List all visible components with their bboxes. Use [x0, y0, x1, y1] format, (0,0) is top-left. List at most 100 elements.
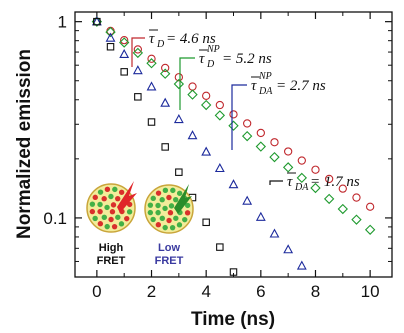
particle-dot	[150, 195, 156, 202]
x-tick-label: 4	[201, 282, 210, 301]
annotation-tau-d-np-sup: NP	[206, 44, 220, 55]
particle-dot	[92, 215, 98, 222]
data-point	[364, 224, 376, 235]
particle-dot	[155, 209, 161, 216]
particle-dot	[109, 209, 116, 215]
particle-dot	[97, 189, 104, 195]
data-point	[160, 97, 171, 107]
annotation-tau-d: τ D = 4.6 ns	[149, 29, 216, 50]
leader-tau-d	[131, 37, 145, 67]
particle-dot	[101, 214, 107, 221]
particle-dot	[126, 209, 133, 215]
particle-dot	[169, 224, 176, 231]
particle-dot	[150, 216, 156, 223]
annotation-tau-da-np-sup: NP	[258, 71, 272, 82]
particle-dot	[97, 221, 104, 227]
data-point	[229, 268, 238, 276]
data-point	[255, 211, 266, 221]
particle-dot	[147, 202, 154, 208]
data-point	[297, 156, 306, 165]
particle-dot	[97, 208, 103, 215]
data-point	[256, 128, 265, 138]
data-point	[120, 35, 129, 45]
particle-dot	[176, 222, 183, 228]
particle-dot	[101, 196, 107, 202]
high-fret-excitation-arrow-icon	[117, 181, 137, 213]
inset-high-label-1: High	[99, 242, 124, 254]
annotation-tau-d-np: τ D NP = 5.2 ns	[199, 44, 272, 70]
particle-dot	[170, 187, 176, 194]
particle-dot	[89, 201, 96, 207]
annotation-tau-da-np-text: = 2.7 ns	[276, 78, 326, 94]
data-point	[323, 193, 335, 205]
annotation-tau-d-np-sub: D	[206, 59, 215, 70]
data-point	[106, 43, 115, 51]
data-point	[270, 138, 279, 147]
data-point	[228, 179, 239, 189]
data-point	[161, 63, 170, 73]
axis-ticks	[75, 12, 392, 277]
data-point	[173, 78, 185, 90]
data-point	[161, 143, 169, 151]
inset-nanoparticles: High FRET Low FRET	[86, 181, 194, 267]
data-point	[311, 165, 320, 174]
inset-high-label-2: FRET	[97, 255, 126, 267]
annotation-tau-da-sub: DA	[294, 182, 309, 193]
particle-dot	[155, 190, 162, 196]
data-point	[160, 68, 171, 79]
data-point	[201, 146, 212, 156]
data-point	[214, 110, 226, 121]
particle-dot	[115, 195, 121, 202]
data-point	[120, 68, 128, 76]
data-point	[255, 141, 267, 152]
particle-dot	[110, 202, 117, 208]
annotation-tau-da-np-symbol: τ	[251, 78, 257, 94]
particle-dot	[118, 189, 125, 195]
particle-dot	[184, 202, 191, 209]
data-point	[119, 48, 130, 59]
particle-dot	[104, 223, 110, 230]
x-tick-label: 6	[256, 282, 265, 301]
particle-dot	[104, 204, 110, 211]
particle-dot	[124, 215, 130, 222]
data-point	[202, 91, 211, 100]
particle-dot	[162, 205, 168, 212]
data-point	[269, 228, 280, 238]
particle-dot	[108, 216, 114, 223]
annotation-tau-d-sub: D	[156, 39, 165, 50]
x-tick-label: 8	[311, 282, 320, 301]
data-point	[175, 168, 183, 176]
annotation-tau-da-text: = 1.7 ns	[310, 174, 360, 190]
annotation-tau-da-np-sub: DA	[258, 86, 273, 97]
data-point	[241, 130, 253, 142]
data-point	[174, 73, 183, 82]
data-point	[93, 17, 101, 26]
data-point	[214, 162, 225, 173]
series-triangle	[91, 16, 307, 270]
data-point	[133, 45, 143, 54]
data-point	[105, 26, 116, 38]
data-point	[215, 100, 224, 110]
data-point	[146, 58, 157, 69]
inset-low-label-2: FRET	[155, 255, 184, 267]
data-point	[283, 244, 294, 254]
tick-labels: 0 2 4 6 8 10 0.1 1	[43, 13, 379, 301]
data-point	[352, 193, 361, 202]
data-point	[310, 182, 321, 194]
low-fret-particle-icon	[144, 184, 194, 234]
y-tick-label: 1	[58, 13, 67, 32]
data-point	[132, 65, 143, 75]
annotation-tau-da-np: τ DA NP = 2.7 ns	[251, 71, 326, 97]
data-point	[134, 93, 142, 101]
x-tick-label: 10	[361, 282, 380, 301]
low-fret-excitation-arrow-icon	[174, 184, 192, 214]
particle-dot	[159, 197, 165, 203]
data-point	[188, 82, 197, 91]
particle-dot	[166, 194, 172, 201]
data-point	[229, 110, 238, 119]
particle-dot	[167, 210, 174, 216]
particle-dot	[155, 222, 162, 228]
leader-tau-da	[269, 180, 283, 185]
annotation-tau-d-np-text: = 5.2 ns	[222, 51, 272, 67]
data-point	[147, 118, 156, 126]
